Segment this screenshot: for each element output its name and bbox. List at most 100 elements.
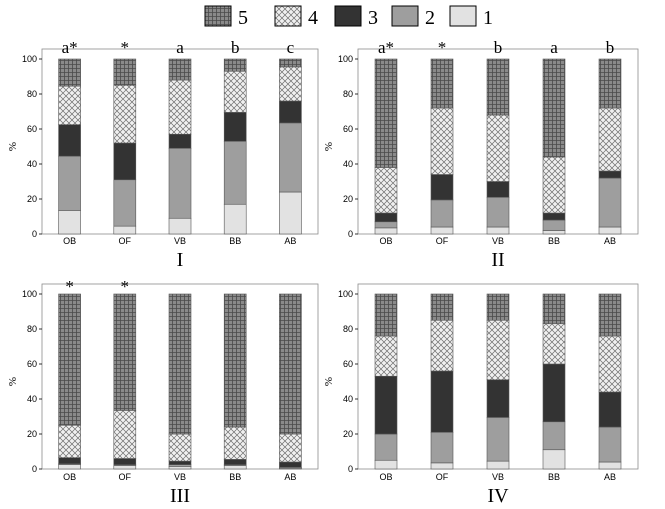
x-tick-label-BB: BB xyxy=(548,236,560,246)
x-tick-label-BB: BB xyxy=(229,236,241,246)
y-tick-label: 100 xyxy=(22,289,37,299)
bar-segment-OB-level-1 xyxy=(58,210,81,235)
bar-segment-AB-level-3 xyxy=(598,391,622,428)
bar-segment-BB-level-3 xyxy=(542,212,566,221)
bar-segment-VB-level-3 xyxy=(486,379,510,418)
bar-segment-OF-level-3 xyxy=(430,370,454,433)
y-tick-label: 0 xyxy=(348,229,353,239)
y-tick-label: 20 xyxy=(27,429,37,439)
panel-IV: 0 20 40 60 80 100% OB OF VB BB AB IV xyxy=(323,283,639,507)
bar-segment-AB-level-4 xyxy=(279,66,302,102)
legend-label-3: 3 xyxy=(368,7,378,29)
bar-segment-VB-level-2 xyxy=(486,196,510,228)
y-tick-label: 40 xyxy=(343,394,353,404)
significance-annotation: b xyxy=(606,38,615,57)
y-tick-label: 0 xyxy=(32,229,37,239)
bar-segment-OF-level-2 xyxy=(430,199,454,228)
y-tick-label: 100 xyxy=(22,54,37,64)
bar-segment-OF-level-4 xyxy=(113,84,137,144)
significance-annotation: b xyxy=(231,38,240,57)
y-tick-label: 40 xyxy=(343,159,353,169)
y-tick-label: 100 xyxy=(338,289,353,299)
bar-segment-AB-level-4 xyxy=(279,433,302,463)
legend-swatch-1 xyxy=(449,5,477,27)
bar-segment-OB-level-2 xyxy=(58,155,81,211)
significance-annotation: * xyxy=(438,38,447,57)
bar-segment-OF-level-1 xyxy=(430,462,454,470)
bar-segment-BB-level-3 xyxy=(542,363,566,423)
y-tick-label: 80 xyxy=(27,324,37,334)
y-tick-label: 60 xyxy=(27,124,37,134)
y-tick-label: 20 xyxy=(27,194,37,204)
bar-segment-OF-level-5 xyxy=(430,58,454,109)
bar-segment-AB-level-5 xyxy=(279,293,302,435)
bar-segment-AB-level-4 xyxy=(598,335,622,393)
panel-label: I xyxy=(177,249,184,271)
bar-segment-BB-level-3 xyxy=(223,459,247,465)
legend-label-5: 5 xyxy=(238,7,248,29)
y-tick-label: 0 xyxy=(348,464,353,474)
bar-segment-OB-level-5 xyxy=(58,58,81,87)
bar-segment-OB-level-3 xyxy=(58,457,81,465)
legend-swatch-2 xyxy=(391,5,419,27)
x-tick-label-AB: AB xyxy=(604,472,616,482)
x-tick-label-OF: OF xyxy=(119,236,132,246)
significance-annotation: a xyxy=(550,38,558,57)
x-tick-label-VB: VB xyxy=(174,236,186,246)
bar-segment-OB-level-1 xyxy=(374,459,398,470)
x-tick-label-AB: AB xyxy=(604,236,616,246)
y-axis-label: % xyxy=(323,142,335,151)
bar-segment-OF-level-3 xyxy=(113,142,137,181)
x-tick-label-OB: OB xyxy=(63,236,76,246)
bar-segment-VB-level-1 xyxy=(168,217,192,235)
bar-segment-BB-level-2 xyxy=(223,140,247,205)
x-tick-label-OB: OB xyxy=(379,236,392,246)
bar-segment-AB-level-5 xyxy=(598,58,622,109)
bar-segment-AB-level-1 xyxy=(279,191,302,235)
bar-segment-AB-level-2 xyxy=(279,122,302,193)
y-tick-label: 80 xyxy=(27,89,37,99)
bar-segment-VB-level-4 xyxy=(168,433,192,462)
bar-segment-AB-level-5 xyxy=(598,293,622,337)
y-axis-label: % xyxy=(7,142,19,151)
bar-segment-VB-level-4 xyxy=(168,79,192,135)
bar-segment-OF-level-5 xyxy=(113,293,137,411)
y-tick-label: 40 xyxy=(27,394,37,404)
bar-segment-OB-level-1 xyxy=(374,227,398,235)
bar-segment-OF-level-4 xyxy=(430,319,454,372)
chart-panels: 0 20 40 60 80 100% OB a * OF * VB a BB b AB c I 0 20 40 60 80 1… xyxy=(7,38,639,507)
y-tick-label: 40 xyxy=(27,159,37,169)
bar-segment-OB-level-4 xyxy=(58,424,81,458)
x-tick-label-OF: OF xyxy=(436,472,449,482)
significance-annotation: c xyxy=(287,38,295,57)
bar-segment-OF-level-5 xyxy=(430,293,454,321)
bar-segment-OB-level-3 xyxy=(374,212,398,223)
legend-swatch-4 xyxy=(274,5,302,27)
bar-segment-BB-level-5 xyxy=(223,58,247,72)
significance-annotation: * xyxy=(121,38,130,57)
bar-segment-AB-level-3 xyxy=(279,461,302,468)
bar-segment-OF-level-3 xyxy=(113,458,137,465)
bar-segment-AB-level-2 xyxy=(598,426,622,463)
bar-segment-VB-level-1 xyxy=(486,460,510,470)
bar-segment-OB-level-4 xyxy=(374,167,398,214)
y-tick-label: 20 xyxy=(343,194,353,204)
significance-annotation: a xyxy=(176,38,184,57)
x-tick-label-OB: OB xyxy=(379,472,392,482)
significance-annotation: * xyxy=(121,277,130,296)
x-tick-label-OF: OF xyxy=(119,472,132,482)
bar-segment-BB-level-1 xyxy=(223,465,247,470)
legend-label-4: 4 xyxy=(308,7,318,29)
bar-segment-OF-level-2 xyxy=(430,431,454,464)
y-tick-label: 60 xyxy=(343,124,353,134)
bar-segment-VB-level-5 xyxy=(486,293,510,321)
bar-segment-BB-level-5 xyxy=(542,293,566,325)
bar-segment-VB-level-3 xyxy=(486,181,510,198)
significance-annotation: b xyxy=(494,38,503,57)
bar-segment-AB-level-1 xyxy=(598,226,622,235)
bar-segment-VB-level-4 xyxy=(486,319,510,381)
bar-segment-BB-level-4 xyxy=(223,426,247,460)
y-tick-label: 100 xyxy=(338,54,353,64)
y-tick-label: 80 xyxy=(343,324,353,334)
